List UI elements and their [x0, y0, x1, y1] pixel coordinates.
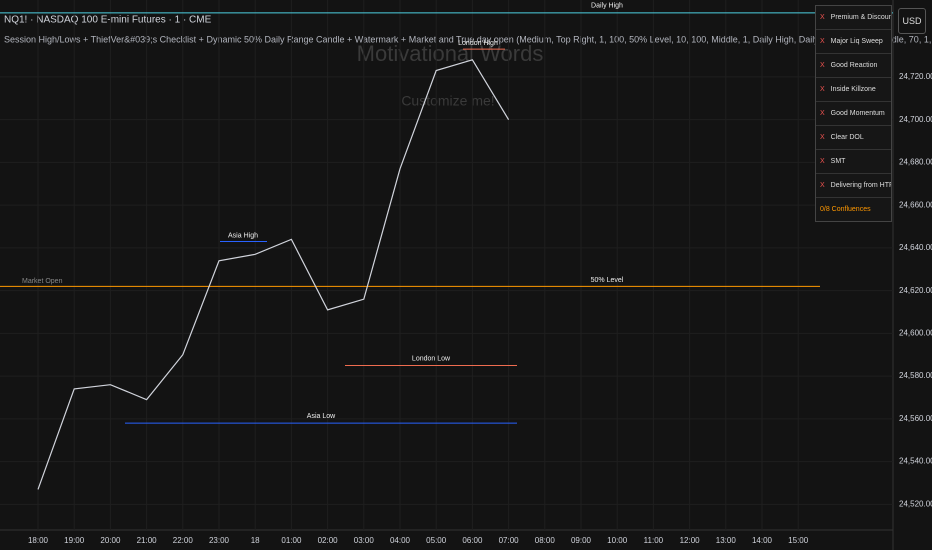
y-tick-label: 24,560.00 — [899, 414, 932, 423]
x-tick-label: 18 — [251, 536, 260, 545]
indicator-line: Session High/Lows + ThiefVer&#039;s Chec… — [4, 34, 932, 44]
check-mark: X — [820, 62, 825, 69]
x-tick-label: 04:00 — [390, 536, 411, 545]
x-tick-label: 23:00 — [209, 536, 230, 545]
check-mark: X — [820, 134, 825, 141]
y-tick-label: 24,580.00 — [899, 371, 932, 380]
check-label: Clear DOL — [830, 134, 864, 141]
x-tick-label: 01:00 — [281, 536, 302, 545]
x-tick-label: 20:00 — [100, 536, 121, 545]
y-tick-label: 24,700.00 — [899, 115, 932, 124]
level-label: London Low — [412, 355, 451, 362]
level-label: 50% Level — [591, 277, 624, 284]
x-tick-label: 15:00 — [788, 536, 809, 545]
x-tick-label: 14:00 — [752, 536, 773, 545]
x-tick-label: 03:00 — [354, 536, 375, 545]
checklist-row: X Good Reaction — [816, 54, 891, 78]
x-tick-label: 07:00 — [499, 536, 520, 545]
check-mark: X — [820, 110, 825, 117]
check-label: Delivering from HTF Gap — [830, 182, 891, 189]
x-tick-label: 11:00 — [644, 536, 664, 545]
checklist-panel: X Premium & Discount X Major Liq Sweep X Good… — [815, 5, 892, 222]
check-label: Good Reaction — [830, 62, 878, 69]
check-mark: X — [820, 86, 825, 93]
check-label: Major Liq Sweep — [830, 38, 883, 45]
check-label: Inside Killzone — [830, 86, 876, 93]
y-tick-label: 24,540.00 — [899, 457, 932, 466]
level-label: London High — [458, 40, 498, 47]
x-tick-label: 06:00 — [462, 536, 483, 545]
watermark: Motivational Words — [357, 41, 544, 66]
checklist-row: X Clear DOL — [816, 126, 891, 150]
x-tick-label: 12:00 — [680, 536, 701, 545]
level-label: Market Open — [22, 278, 63, 285]
watermark-sub: Customize me! — [401, 93, 494, 109]
price-line — [37, 59, 510, 490]
x-tick-label: 02:00 — [318, 536, 339, 545]
x-tick-label: 09:00 — [571, 536, 592, 545]
check-label: SMT — [830, 158, 846, 165]
y-tick-label: 24,620.00 — [899, 286, 932, 295]
checklist-row: X Inside Killzone — [816, 78, 891, 102]
check-mark: X — [820, 14, 825, 21]
check-label: Premium & Discount — [830, 14, 891, 21]
checklist-row: X SMT — [816, 150, 891, 174]
checklist-row: X Premium & Discount — [816, 6, 891, 30]
level-label: Daily High — [591, 3, 623, 10]
x-tick-label: 13:00 — [716, 536, 737, 545]
y-tick-label: 24,520.00 — [899, 499, 932, 508]
y-tick-label: 24,720.00 — [899, 72, 932, 81]
x-tick-label: 05:00 — [426, 536, 447, 545]
x-tick-label: 08:00 — [535, 536, 556, 545]
x-tick-label: 21:00 — [137, 536, 158, 545]
y-tick-label: 24,600.00 — [899, 328, 932, 337]
check-label: Good Momentum — [830, 110, 885, 117]
x-tick-label: 10:00 — [607, 536, 628, 545]
level-label: Asia Low — [307, 413, 336, 420]
check-mark: X — [820, 38, 825, 45]
x-tick-label: 18:00 — [28, 536, 49, 545]
y-tick-label: 24,640.00 — [899, 243, 932, 252]
y-tick-label: 24,680.00 — [899, 158, 932, 167]
check-mark: X — [820, 182, 825, 189]
checklist-summary: 0/8 Confluences — [820, 206, 871, 213]
y-tick-label: 24,660.00 — [899, 200, 932, 209]
x-tick-label: 19:00 — [64, 536, 85, 545]
level-label: Asia High — [228, 232, 258, 239]
currency-button[interactable]: USD — [898, 8, 926, 34]
checklist-row: X Good Momentum — [816, 102, 891, 126]
x-tick-label: 22:00 — [173, 536, 194, 545]
chart-title: NQ1! · NASDAQ 100 E-mini Futures · 1 · C… — [4, 15, 212, 26]
check-mark: X — [820, 158, 825, 165]
checklist-row: X Delivering from HTF Gap — [816, 174, 891, 198]
checklist-row: X Major Liq Sweep — [816, 30, 891, 54]
